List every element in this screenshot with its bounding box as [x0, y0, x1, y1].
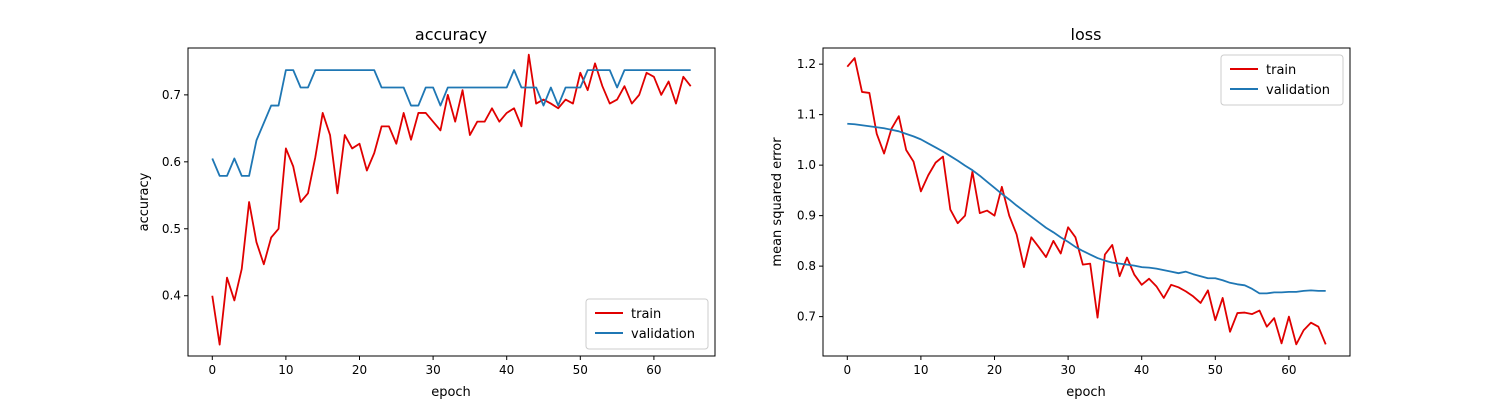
- accuracy-x-tick-label: 50: [573, 363, 588, 377]
- accuracy-plot-frame: [187, 47, 716, 357]
- loss-y-tick-label: 1.1: [797, 108, 816, 122]
- loss-series-lines: [846, 57, 1327, 346]
- accuracy-x-axis-label: epoch: [431, 385, 471, 400]
- accuracy-legend: train validation: [585, 298, 709, 350]
- loss-line-validation: [847, 122, 1326, 295]
- loss-x-tick-label: 10: [913, 363, 928, 377]
- accuracy-x-tick-label: 10: [278, 363, 293, 377]
- accuracy-legend-label-train: train: [631, 307, 661, 322]
- accuracy-x-ticks: 0 10 20 30 40 50 60: [208, 356, 662, 377]
- loss-x-tick-label: 50: [1208, 363, 1223, 377]
- loss-y-axis-label: mean squared error: [770, 137, 785, 267]
- loss-y-tick-label: 0.9: [797, 209, 816, 223]
- loss-y-tick-label: 0.7: [797, 310, 816, 324]
- accuracy-x-tick-label: 30: [425, 363, 440, 377]
- accuracy-x-tick-label: 60: [646, 363, 661, 377]
- loss-x-ticks: 0 10 20 30 40 50 60: [843, 356, 1297, 377]
- accuracy-chart-title: accuracy: [415, 25, 487, 44]
- accuracy-x-tick-label: 40: [499, 363, 514, 377]
- loss-legend-label-validation: validation: [1266, 83, 1330, 98]
- loss-chart-title: loss: [1071, 25, 1102, 44]
- accuracy-x-tick-label: 0: [208, 363, 216, 377]
- loss-legend: train validation: [1220, 54, 1344, 106]
- loss-x-tick-label: 40: [1134, 363, 1149, 377]
- loss-plot-frame: [822, 47, 1351, 357]
- loss-x-tick-label: 30: [1060, 363, 1075, 377]
- accuracy-y-tick-label: 0.4: [162, 289, 181, 303]
- loss-legend-label-train: train: [1266, 63, 1296, 78]
- accuracy-line-validation: [211, 69, 691, 177]
- accuracy-legend-label-validation: validation: [631, 327, 695, 342]
- loss-y-tick-label: 1.0: [797, 158, 816, 172]
- loss-line-train: [846, 57, 1327, 346]
- loss-y-tick-label: 1.2: [797, 57, 816, 71]
- accuracy-legend-box: [585, 298, 709, 350]
- accuracy-y-tick-label: 0.6: [162, 155, 181, 169]
- accuracy-y-tick-label: 0.5: [162, 222, 181, 236]
- accuracy-chart: accuracy epoch accuracy 0 10 20 30 40 50 60 0.…: [137, 25, 716, 400]
- accuracy-y-ticks: 0.4 0.5 0.6 0.7: [162, 88, 188, 303]
- accuracy-x-tick-label: 20: [352, 363, 367, 377]
- loss-x-tick-label: 60: [1281, 363, 1296, 377]
- loss-legend-box: [1220, 54, 1344, 106]
- loss-x-tick-label: 20: [987, 363, 1002, 377]
- accuracy-y-axis-label: accuracy: [137, 172, 152, 231]
- loss-y-tick-label: 0.8: [797, 259, 816, 273]
- loss-x-tick-label: 0: [843, 363, 851, 377]
- loss-chart: loss epoch mean squared error 0 10 20 30 40 5…: [770, 25, 1351, 400]
- accuracy-line-train: [211, 53, 692, 346]
- loss-y-ticks: 0.7 0.8 0.9 1.0 1.1 1.2: [797, 57, 823, 324]
- accuracy-y-tick-label: 0.7: [162, 88, 181, 102]
- accuracy-series-lines: [211, 53, 692, 346]
- loss-x-axis-label: epoch: [1066, 385, 1106, 400]
